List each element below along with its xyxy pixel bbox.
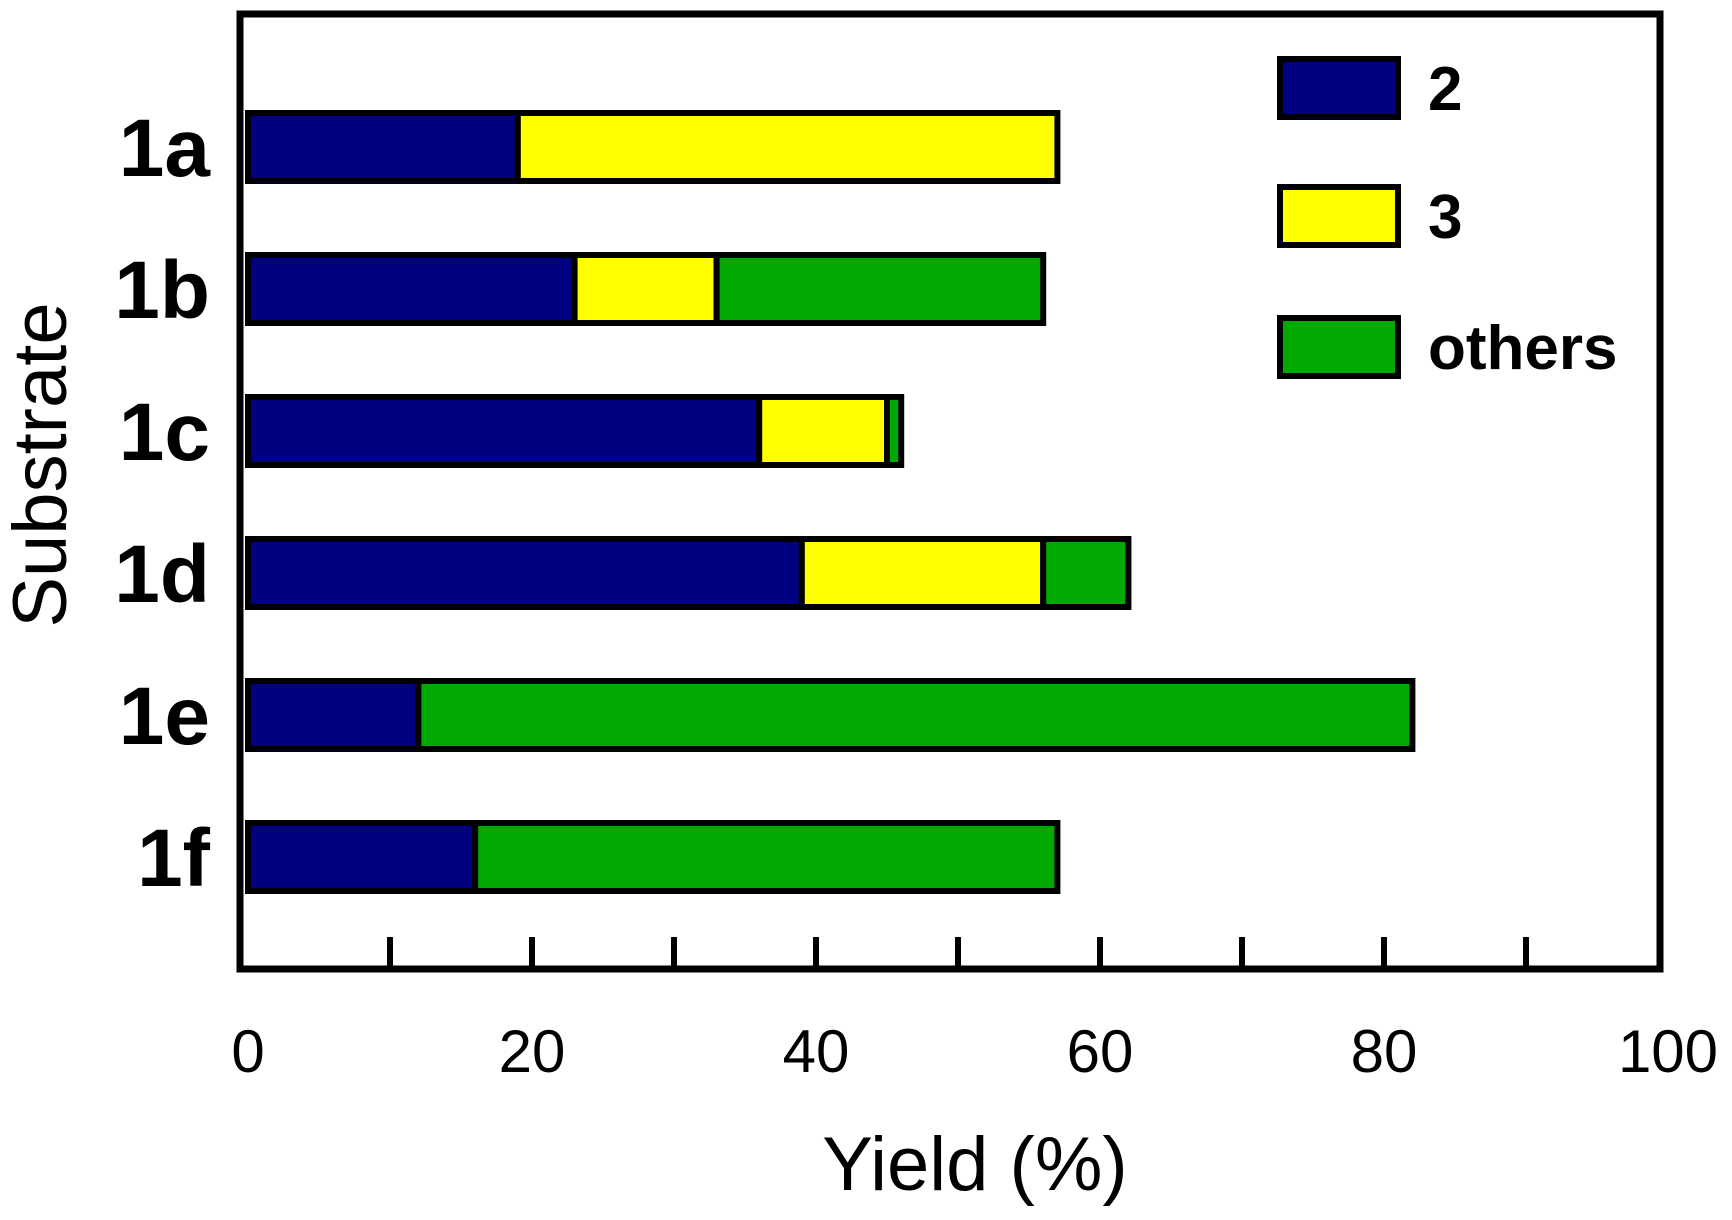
- x-axis-title: Yield (%): [822, 1122, 1127, 1207]
- x-tick-label-0: 0: [231, 1018, 264, 1085]
- bar-1c-2: [245, 394, 763, 468]
- x-tick-labels: 0 20 40 60 80 100: [231, 1018, 1718, 1085]
- bar-1d-others: [1040, 536, 1132, 610]
- category-label-1a: 1a: [119, 103, 212, 194]
- category-labels: 1a 1b 1c 1d 1e 1f: [114, 103, 211, 904]
- bar-1a-2: [245, 110, 521, 184]
- bar-1e-others: [415, 678, 1416, 752]
- category-label-1b: 1b: [114, 245, 210, 336]
- legend-label-others: others: [1428, 314, 1617, 383]
- category-label-1c: 1c: [119, 387, 210, 478]
- bar-1b-2: [245, 252, 578, 326]
- bar-1c-others: [884, 394, 905, 468]
- x-tick-label-80: 80: [1351, 1018, 1418, 1085]
- legend-label-3: 3: [1428, 183, 1462, 252]
- legend: 2 3 others: [1277, 55, 1617, 383]
- x-tick-label-20: 20: [499, 1018, 566, 1085]
- x-tick-label-60: 60: [1067, 1018, 1134, 1085]
- category-label-1d: 1d: [114, 529, 210, 620]
- category-label-1f: 1f: [137, 813, 211, 904]
- x-tick-label-100: 100: [1618, 1018, 1718, 1085]
- category-label-1e: 1e: [119, 671, 210, 762]
- y-axis-title: Substrate: [0, 302, 83, 627]
- legend-swatch-2: [1277, 56, 1401, 120]
- bar-1b-3: [571, 252, 720, 326]
- bars-layer: [245, 110, 1416, 894]
- bar-1d-3: [798, 536, 1047, 610]
- ticks-layer: [387, 937, 1529, 969]
- legend-label-2: 2: [1428, 55, 1462, 124]
- bar-1d-2: [245, 536, 805, 610]
- bar-1c-3: [756, 394, 891, 468]
- bar-1a-3: [514, 110, 1061, 184]
- bar-1b-others: [713, 252, 1047, 326]
- legend-swatch-3: [1277, 184, 1401, 248]
- bar-1f-2: [245, 820, 479, 894]
- bar-1e-2: [245, 678, 422, 752]
- legend-swatch-others: [1277, 315, 1401, 379]
- bar-1f-others: [472, 820, 1061, 894]
- x-tick-label-40: 40: [783, 1018, 850, 1085]
